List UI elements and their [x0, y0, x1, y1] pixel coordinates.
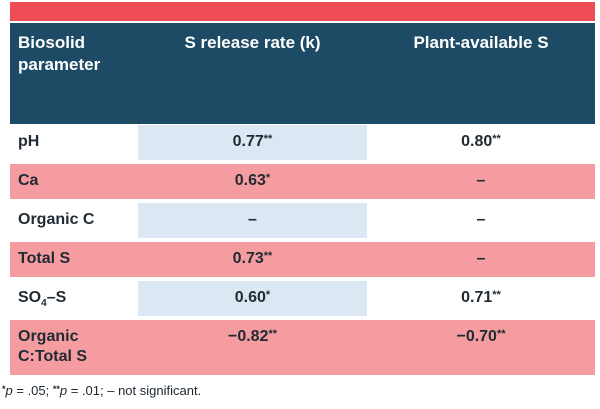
correlation-table: Biosolid parameter S release rate (k) Pl…	[10, 2, 595, 375]
cell-k-value: 0.63*	[138, 164, 367, 199]
significance-stars: *	[2, 384, 6, 394]
cell-pa-value: −0.70**	[367, 320, 595, 375]
footnote-text: = .01; – not significant.	[67, 383, 202, 398]
value-text: –	[476, 172, 486, 189]
significance-stars: **	[263, 250, 273, 262]
cell-k-value: 0.73**	[138, 242, 367, 277]
value-text: −0.70	[456, 328, 497, 345]
table-row-ph: pH 0.77** 0.80**	[10, 125, 595, 160]
top-accent-bar	[10, 2, 595, 21]
cell-parameter: Organic C:Total S	[10, 320, 138, 375]
table-header-row: Biosolid parameter S release rate (k) Pl…	[10, 23, 595, 124]
table-row-organic-c: Organic C – –	[10, 203, 595, 238]
cell-parameter: pH	[18, 133, 40, 150]
significance-stars: **	[268, 328, 278, 340]
parameter-text: C:Total S	[18, 348, 88, 365]
subscript-4: 4	[41, 298, 47, 309]
cell-k-value: 0.77**	[138, 125, 367, 160]
footnote-p-italic: p	[59, 383, 68, 398]
cell-parameter: SO4–S	[10, 281, 138, 316]
column-header-biosolid-parameter: Biosolid parameter	[18, 33, 101, 74]
significance-stars: *	[265, 172, 271, 184]
table-row-so4-s: SO4–S 0.60* 0.71**	[10, 281, 595, 316]
cell-k-value: –	[138, 203, 367, 238]
footnote-text: = .05;	[12, 383, 53, 398]
parameter-text: SO	[18, 289, 42, 306]
value-text: 0.80	[461, 133, 493, 150]
significance-stars: **	[496, 328, 506, 340]
table-footnote: *p = .05; **p = .01; – not significant.	[2, 383, 201, 398]
column-header-plant-available-s: Plant-available S	[413, 33, 549, 52]
significance-stars: **	[52, 384, 60, 394]
significance-stars: **	[263, 133, 273, 145]
table-row-organic-c-total-s: Organic C:Total S −0.82** −0.70**	[10, 320, 595, 375]
cell-k-value: −0.82**	[138, 320, 367, 375]
cell-pa-value: –	[367, 203, 595, 238]
table-row-total-s: Total S 0.73** –	[10, 242, 595, 277]
table-row-ca: Ca 0.63* –	[10, 164, 595, 199]
cell-parameter: Ca	[18, 172, 39, 189]
cell-parameter: Total S	[18, 250, 71, 267]
column-header-s-release-rate: S release rate (k)	[184, 33, 321, 52]
parameter-text: Organic	[18, 328, 79, 345]
value-text: –	[476, 211, 486, 228]
cell-pa-value: 0.71**	[367, 281, 595, 316]
cell-parameter: Organic C	[18, 211, 95, 228]
value-text: –	[476, 250, 486, 267]
cell-pa-value: –	[367, 164, 595, 199]
value-text: −0.82	[227, 328, 269, 345]
value-text: 0.63	[234, 172, 266, 189]
significance-stars: *	[265, 289, 271, 301]
significance-stars: **	[492, 133, 501, 145]
cell-k-value: 0.60*	[138, 281, 367, 316]
footnote-p-italic: p	[5, 383, 13, 398]
value-text: –	[248, 211, 257, 228]
parameter-text: –S	[46, 289, 67, 306]
cell-pa-value: –	[367, 242, 595, 277]
value-text: 0.71	[461, 289, 493, 306]
value-text: 0.73	[232, 250, 264, 267]
cell-pa-value: 0.80**	[367, 125, 595, 160]
significance-stars: **	[492, 289, 501, 301]
value-text: 0.60	[234, 289, 266, 306]
value-text: 0.77	[232, 133, 264, 150]
